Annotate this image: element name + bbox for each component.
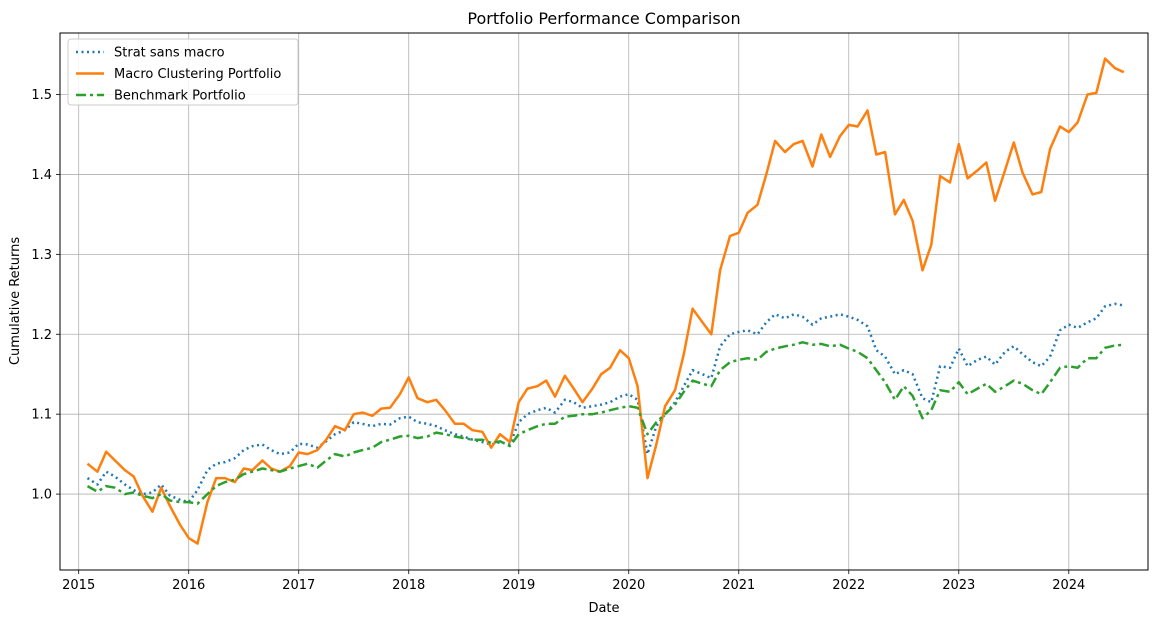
x-tick-label: 2023 [942,578,975,593]
series-line-benchmark-portfolio [86,341,1124,505]
x-tick-label: 2016 [172,578,205,593]
y-tick-label: 1.3 [31,248,52,263]
y-tick-label: 1.1 [31,408,52,423]
x-tick-label: 2024 [1052,578,1085,593]
y-tick-label: 1.0 [31,488,52,503]
legend-label-strat-sans-macro: Strat sans macro [114,46,225,61]
y-tick-label: 1.2 [31,328,52,343]
x-tick-label: 2017 [282,578,315,593]
legend-label-benchmark-portfolio: Benchmark Portfolio [114,89,246,104]
legend: Strat sans macro Macro Clustering Portfol… [67,38,299,106]
x-tick-label: 2019 [502,578,535,593]
y-tick-label: 1.4 [31,168,52,183]
x-tick-label: 2022 [832,578,865,593]
series-line-macro-clustering-portfolio [86,57,1125,545]
y-axis-title: Cumulative Returns [8,237,23,365]
series-lines [86,57,1125,545]
x-axis-ticks: 2015 2016 2017 2018 2019 2020 2021 2022 2023 2024 [62,570,1085,593]
y-axis-ticks: 1.0 1.1 1.2 1.3 1.4 1.5 [31,88,60,503]
y-tick-label: 1.5 [31,88,52,103]
legend-box [67,38,299,106]
series-line-strat-sans-macro [86,302,1125,504]
plot-area-frame [59,32,1149,571]
chart-title: Portfolio Performance Comparison [467,9,740,28]
x-tick-label: 2018 [392,578,425,593]
legend-label-macro-clustering-portfolio: Macro Clustering Portfolio [114,67,281,82]
x-axis-title: Date [588,601,619,616]
x-tick-label: 2015 [62,578,95,593]
x-tick-label: 2021 [722,578,755,593]
x-tick-label: 2020 [612,578,645,593]
